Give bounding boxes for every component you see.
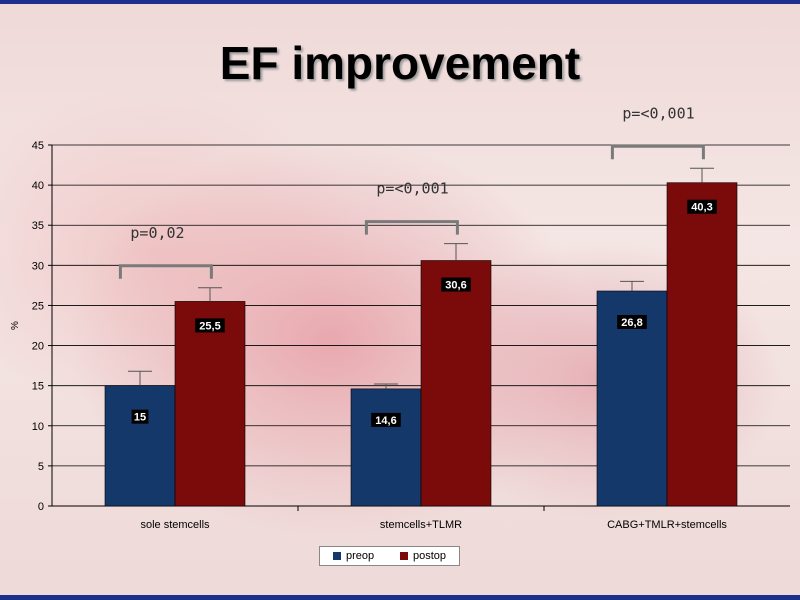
bar-postop	[666, 182, 738, 507]
bar-postop	[420, 260, 492, 507]
data-label-background	[617, 315, 647, 330]
data-label-background	[441, 277, 471, 292]
significance-bracket	[610, 144, 705, 160]
x-tick-label: stemcells+TLMR	[380, 519, 462, 531]
data-label: 25,5	[199, 320, 220, 332]
y-tick-label: 35	[32, 220, 44, 232]
data-label-background	[687, 199, 717, 214]
legend-label-postop: postop	[413, 550, 447, 562]
y-tick-label: 45	[32, 140, 44, 152]
p-value-annotation: p=<0,001	[376, 180, 448, 198]
y-tick-label: 20	[32, 341, 44, 353]
data-label-background	[131, 409, 149, 424]
data-label-background	[371, 412, 401, 427]
y-axis-label: %	[10, 321, 21, 330]
y-tick-label: 25	[32, 300, 44, 312]
data-label: 15	[134, 412, 146, 424]
legend-swatch-postop	[400, 552, 408, 560]
bar-preop	[350, 388, 422, 507]
bar-preop	[104, 385, 176, 507]
data-label-background	[195, 318, 225, 333]
bar-postop	[174, 301, 246, 507]
y-tick-label: 10	[32, 421, 44, 433]
y-tick-label: 30	[32, 260, 44, 272]
legend-item-preop: preop	[332, 550, 375, 562]
x-tick-label: CABG+TMLR+stemcells	[607, 519, 727, 531]
p-value-annotation: p=0,02	[130, 224, 184, 242]
y-tick-label: 40	[32, 180, 44, 192]
legend-swatch-preop	[332, 552, 341, 560]
legend-item-postop: postop	[400, 550, 446, 562]
x-tick-label: sole stemcells	[140, 519, 210, 531]
data-label: 26,8	[621, 317, 642, 329]
bottom-bar	[0, 595, 800, 600]
chart-legend: preop postop	[319, 546, 460, 566]
slide-title: EF improvement	[219, 37, 581, 89]
y-tick-label: 15	[32, 381, 44, 393]
y-tick-label: 5	[38, 461, 44, 473]
y-tick-label: 0	[38, 501, 44, 513]
significance-bracket	[364, 220, 459, 235]
data-label: 14,6	[375, 415, 396, 427]
data-label: 30,6	[445, 280, 466, 292]
p-value-annotation: p=<0,001	[622, 104, 694, 122]
top-bar	[0, 0, 800, 4]
legend-label-preop: preop	[345, 550, 375, 562]
significance-bracket	[118, 264, 213, 279]
data-label: 40,3	[691, 202, 712, 214]
